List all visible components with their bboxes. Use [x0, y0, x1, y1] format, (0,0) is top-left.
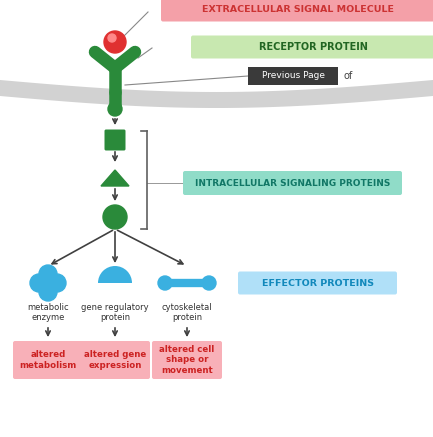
- FancyBboxPatch shape: [238, 271, 397, 295]
- Text: Previous Page: Previous Page: [262, 72, 324, 80]
- Text: metabolic
enzyme: metabolic enzyme: [27, 303, 69, 323]
- Circle shape: [108, 102, 122, 116]
- Circle shape: [158, 276, 172, 290]
- Text: altered
metabolism: altered metabolism: [19, 350, 77, 370]
- Text: cytoskeletal
protein: cytoskeletal protein: [162, 303, 212, 323]
- FancyBboxPatch shape: [161, 0, 433, 21]
- FancyBboxPatch shape: [191, 35, 433, 59]
- Text: gene regulatory
protein: gene regulatory protein: [81, 303, 149, 323]
- FancyBboxPatch shape: [152, 341, 222, 379]
- FancyBboxPatch shape: [183, 171, 402, 195]
- FancyBboxPatch shape: [13, 341, 83, 379]
- Circle shape: [48, 274, 66, 292]
- Text: EFFECTOR PROTEINS: EFFECTOR PROTEINS: [262, 278, 374, 288]
- Text: altered gene
expression: altered gene expression: [84, 350, 146, 370]
- Circle shape: [39, 265, 57, 283]
- FancyBboxPatch shape: [248, 67, 338, 85]
- Circle shape: [39, 283, 57, 301]
- PathPatch shape: [0, 80, 433, 108]
- Circle shape: [103, 205, 127, 229]
- Polygon shape: [101, 170, 129, 186]
- FancyBboxPatch shape: [104, 129, 126, 150]
- Circle shape: [30, 274, 48, 292]
- FancyBboxPatch shape: [80, 341, 150, 379]
- Text: INTRACELLULAR SIGNALING PROTEINS: INTRACELLULAR SIGNALING PROTEINS: [195, 178, 390, 187]
- Text: RECEPTOR PROTEIN: RECEPTOR PROTEIN: [259, 42, 368, 52]
- Text: of: of: [343, 71, 352, 81]
- Text: altered cell
shape or
movement: altered cell shape or movement: [159, 345, 215, 375]
- Text: EXTRACELLULAR SIGNAL MOLECULE: EXTRACELLULAR SIGNAL MOLECULE: [202, 6, 394, 14]
- Circle shape: [42, 277, 54, 289]
- Circle shape: [202, 276, 216, 290]
- Circle shape: [108, 34, 116, 42]
- Circle shape: [110, 63, 120, 73]
- Circle shape: [104, 31, 126, 53]
- Wedge shape: [98, 266, 132, 283]
